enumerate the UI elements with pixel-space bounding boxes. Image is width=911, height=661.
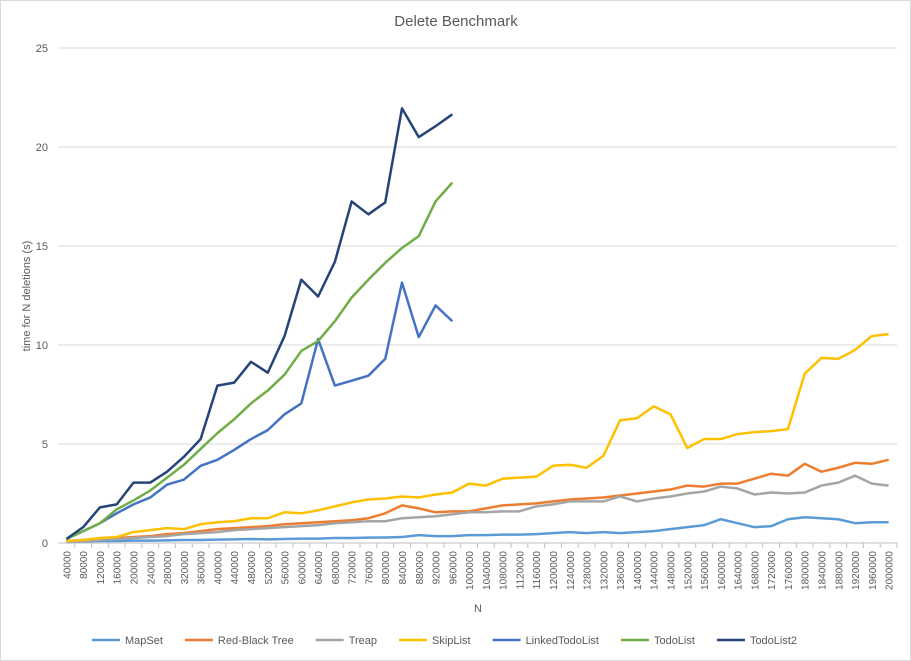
x-tick-label: 1240000 (566, 551, 577, 590)
x-tick-label: 880000 (415, 551, 426, 585)
line-series (66, 516, 889, 544)
x-tick-label: 1280000 (583, 551, 594, 590)
x-tick-label: 1200000 (549, 551, 560, 590)
x-tick-label: 1440000 (650, 551, 661, 590)
x-tick-label: 560000 (281, 551, 292, 585)
legend-item: TodoList2 (716, 635, 797, 647)
y-tick-label: 20 (36, 142, 48, 154)
x-tick-label: 160000 (113, 551, 124, 585)
line-series (65, 281, 454, 541)
line-series (65, 181, 454, 541)
legend-item: Red-Black Tree (184, 635, 294, 647)
y-axis-label: time for N deletions (s) (21, 241, 33, 352)
x-tick-label: 120000 (96, 551, 107, 585)
legend-item: MapSet (91, 635, 163, 647)
x-tick-label: 1680000 (750, 551, 761, 590)
x-tick-label: 200000 (130, 551, 141, 585)
x-tick-label: 1480000 (666, 551, 677, 590)
x-tick-label: 480000 (247, 551, 258, 585)
x-axis-label: N (474, 603, 482, 615)
x-tick-label: 1760000 (784, 551, 795, 590)
x-tick-label: 640000 (314, 551, 325, 585)
x-tick-label: 680000 (331, 551, 342, 585)
legend-item: LinkedTodoList (492, 635, 599, 647)
x-tick-label: 1640000 (734, 551, 745, 590)
x-tick-label: 1160000 (532, 551, 543, 590)
x-tick-label: 600000 (297, 551, 308, 585)
x-tick-label: 1600000 (717, 551, 728, 590)
x-tick-label: 280000 (163, 551, 174, 585)
y-tick-label: 10 (36, 340, 48, 352)
x-tick-label: 520000 (264, 551, 275, 585)
x-tick-label: 1800000 (801, 551, 812, 590)
legend-label: SkipList (432, 635, 471, 647)
x-tick-label: 320000 (180, 551, 191, 585)
x-tick-label: 1320000 (599, 551, 610, 590)
x-tick-label: 960000 (448, 551, 459, 585)
x-tick-label: 1000000 (465, 551, 476, 590)
legend-label: LinkedTodoList (526, 635, 599, 647)
x-tick-label: 1360000 (616, 551, 627, 590)
x-tick-label: 1720000 (767, 551, 778, 590)
x-tick-label: 1080000 (499, 551, 510, 590)
x-tick-label: 400000 (213, 551, 224, 585)
legend-label: MapSet (125, 635, 163, 647)
legend-label: TodoList (654, 635, 695, 647)
chart-title: Delete Benchmark (394, 13, 518, 30)
x-tick-label: 1400000 (633, 551, 644, 590)
legend-item: SkipList (399, 635, 471, 647)
x-tick-label: 1040000 (482, 551, 493, 590)
x-tick-label: 840000 (398, 551, 409, 585)
legend-label: Treap (349, 635, 377, 647)
line-series (66, 332, 889, 543)
x-tick-label: 800000 (381, 551, 392, 585)
x-tick-label: 40000 (62, 551, 73, 579)
y-tick-label: 0 (42, 538, 48, 550)
x-tick-label: 920000 (432, 551, 443, 585)
legend-item: Treap (315, 635, 377, 647)
x-tick-label: 1920000 (851, 551, 862, 590)
x-tick-label: 1960000 (868, 551, 879, 590)
x-tick-label: 2000000 (885, 551, 896, 590)
y-tick-label: 5 (42, 439, 48, 451)
line-series (66, 458, 889, 543)
x-tick-label: 440000 (230, 551, 241, 585)
y-tick-label: 25 (36, 43, 48, 55)
x-tick-label: 360000 (197, 551, 208, 585)
x-tick-label: 1560000 (700, 551, 711, 590)
x-tick-label: 720000 (348, 551, 359, 585)
x-tick-label: 1120000 (515, 551, 526, 590)
x-tick-label: 240000 (146, 551, 157, 585)
legend-label: TodoList2 (750, 635, 797, 647)
legend-label: Red-Black Tree (218, 635, 294, 647)
x-tick-label: 760000 (364, 551, 375, 585)
x-tick-label: 1840000 (817, 551, 828, 590)
x-tick-label: 80000 (79, 551, 90, 579)
x-tick-label: 1520000 (683, 551, 694, 590)
line-series (66, 474, 889, 544)
line-series (65, 107, 454, 541)
y-tick-label: 15 (36, 241, 48, 253)
legend-item: TodoList (620, 635, 695, 647)
x-tick-label: 1880000 (834, 551, 845, 590)
